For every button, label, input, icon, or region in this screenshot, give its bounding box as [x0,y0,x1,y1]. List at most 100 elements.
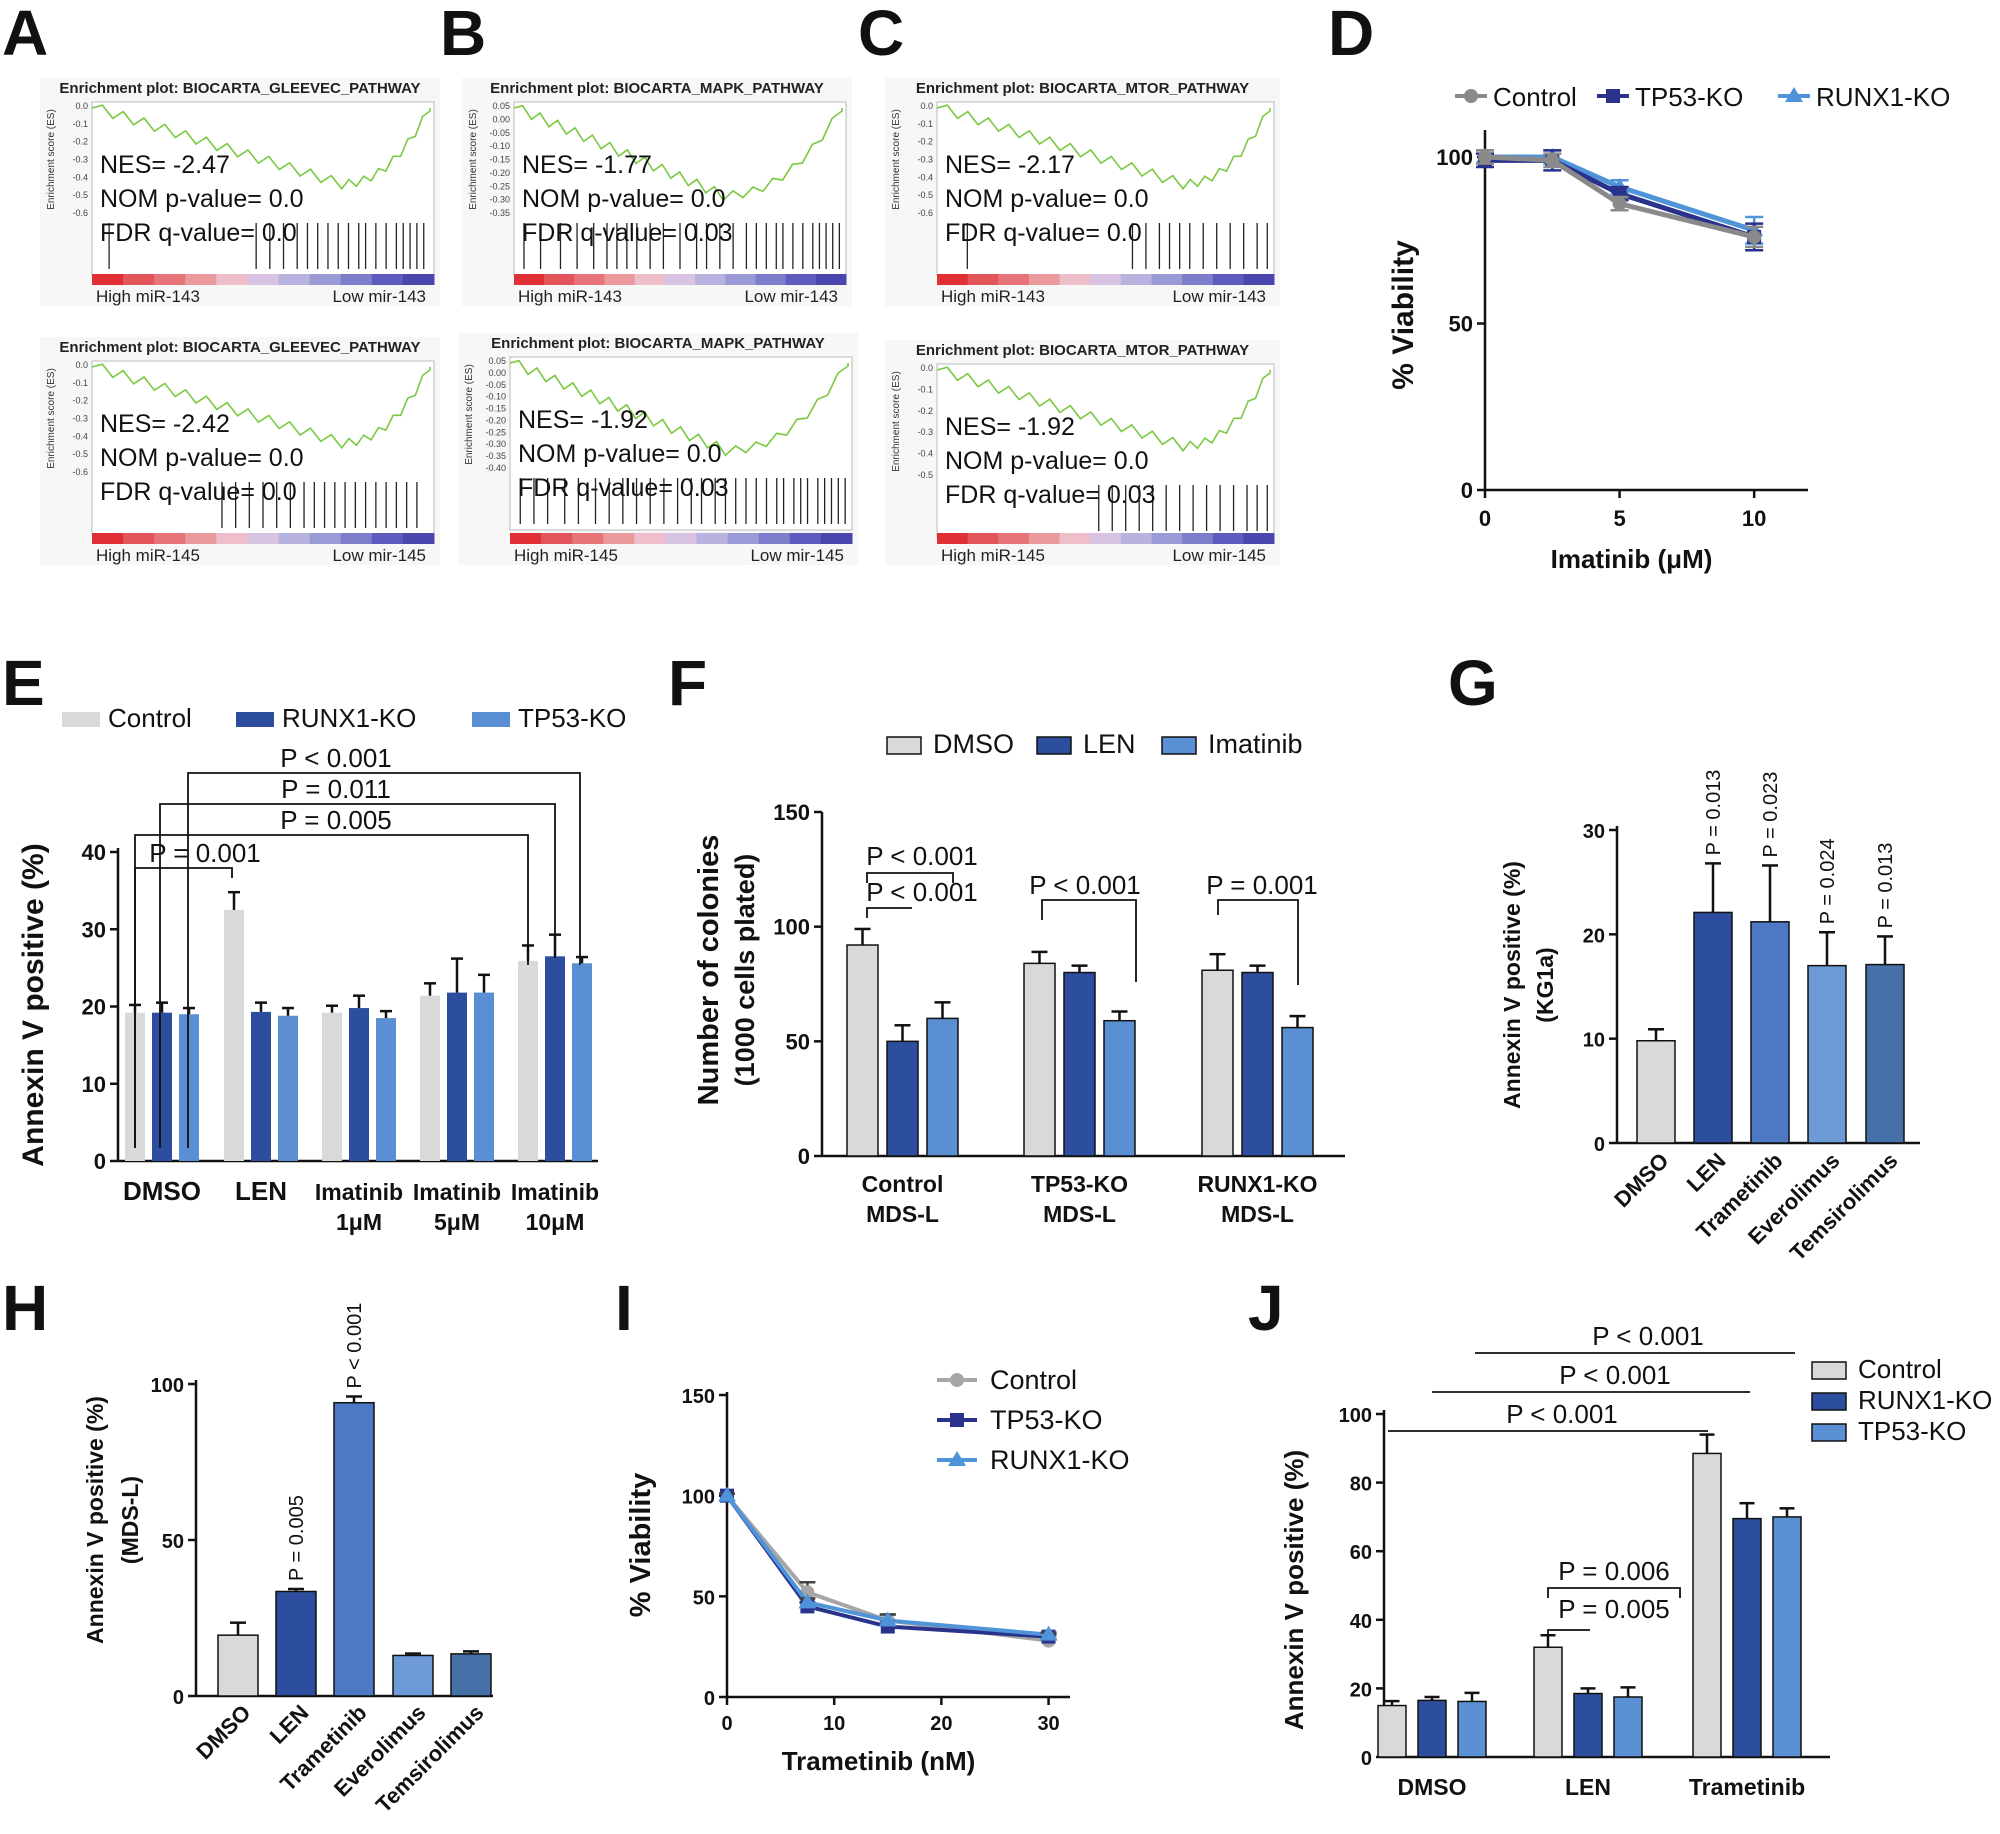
x-tick-label: Imatinib [511,1179,599,1205]
gsea-tick-label: 0.0 [920,363,933,373]
gsea-tick-label: -0.5 [917,190,933,200]
gsea-tick-label: -0.15 [485,404,506,414]
gsea-tick-label: 0.0 [75,360,88,370]
gsea-tick-label: -0.6 [72,208,88,218]
gsea-tick-label: -0.4 [917,172,933,182]
gsea-fdr-q: FDR q-value= 0.0 [100,478,297,506]
x-tick-label: 5μM [434,1209,480,1235]
bar [450,1653,492,1697]
series-line [1484,154,1755,240]
rank-heat-segment [340,533,373,544]
significance-bracket [134,834,529,1148]
gsea-tick-label: -0.1 [917,119,933,129]
rank-heat-segment [514,274,545,285]
rank-heat-segment [1212,274,1244,285]
y-tick-label: 20 [82,995,106,1020]
legend-swatch [236,712,274,727]
bar [1732,1517,1762,1758]
gsea-ylabel: Enrichment score (ES) [891,371,902,472]
chart-j-annexin-trametinib: 0 20 40 60 80 100 Annexin V positive (%) DMSO LE… [1279,1321,1992,1800]
legend-label: RUNX1-KO [1858,1385,1992,1415]
significance-bracket [1547,1629,1590,1640]
legend-label: RUNX1-KO [990,1445,1130,1475]
gsea-tick-label: -0.20 [485,415,506,425]
y-tick-label: 100 [773,915,810,940]
bar [1023,962,1056,1157]
y-tick-label: 0 [704,1688,715,1710]
y-axis-subtitle: (MDS-L) [117,1476,143,1564]
bar [1613,1696,1643,1758]
panel-label-g: G [1448,647,1498,719]
chart-h-annexin-mdsl: 0 50 100 Annexin V positive (%) (MDS-L) DMSO L… [82,1303,493,1818]
gsea-title: Enrichment plot: BIOCARTA_MTOR_PATHWAY [916,80,1249,97]
gsea-plot-area [936,101,1275,276]
gsea-nes: NES= -1.92 [518,406,648,434]
x-tick-label: 30 [1037,1713,1059,1735]
significance-bracket [1041,899,1137,982]
gsea-tick-label: -0.1 [72,378,88,388]
bar [179,1014,199,1161]
rank-heat-segment [820,533,853,544]
x-tick-label: Control [862,1171,944,1197]
x-tick-label: 5 [1613,506,1625,531]
bar [1807,964,1847,1144]
rank-heat-segment [541,533,573,544]
gsea-plot: Enrichment plot: BIOCARTA_MAPK_PATHWAY En… [462,78,852,306]
p-value-label: P = 0.001 [1206,870,1318,900]
rank-heat-segment [967,274,999,285]
bar [1636,1040,1676,1144]
gsea-tick-label: -0.15 [489,155,510,165]
rank-heat-segment [1059,274,1091,285]
y-axis-subtitle: (KG1a) [1532,947,1558,1022]
y-tick-label: 50 [162,1531,184,1553]
gsea-tick-label: -0.40 [485,463,506,473]
gsea-low-label: Low mir-145 [750,546,844,565]
rank-heat-segment [937,533,969,544]
es-curve [91,363,431,450]
x-tick-label: Imatinib [315,1179,403,1205]
significance-bracket [159,803,556,1148]
rank-heat-segment [154,274,186,285]
bar [1063,971,1096,1157]
p-value-label: P = 0.023 [1760,772,1782,858]
legend-swatch [62,712,100,727]
gsea-tick-label: -0.4 [72,172,88,182]
legend-swatch [1811,1423,1847,1442]
gsea-tick-label: 0.00 [492,114,510,124]
gsea-tick-label: 0.05 [492,101,510,111]
bar [572,963,592,1161]
p-value-label: P = 0.005 [286,1495,308,1581]
p-value-label: P = 0.006 [1558,1556,1670,1586]
rank-heat-segment [665,533,698,544]
y-tick-label: 0 [173,1687,184,1709]
gsea-high-label: High miR-145 [514,546,618,565]
gsea-plot: Enrichment plot: BIOCARTA_MTOR_PATHWAY En… [885,340,1280,565]
rank-heat-segment [998,274,1030,285]
data-point [718,1486,736,1502]
y-tick-label: 30 [82,917,106,942]
panel-label-f: F [668,647,707,719]
panel-label-e: E [2,647,45,719]
legend-label: RUNX1-KO [1816,82,1950,112]
gsea-tick-label: -0.20 [489,168,510,178]
y-tick-label: 40 [1350,1611,1372,1633]
es-curve [509,359,849,457]
y-axis-title: Annexin V positive (%) [17,843,50,1166]
p-value-label: P < 0.001 [866,877,978,907]
rank-heat-segment [92,274,124,285]
rank-heat-segment [1028,274,1061,285]
bar [1533,1646,1563,1758]
y-tick-label: 150 [682,1386,715,1408]
data-point [1785,87,1803,102]
gsea-tick-label: -0.3 [917,155,933,165]
rank-heat-segment [967,533,999,544]
gsea-high-label: High miR-143 [941,287,1045,306]
rank-heat-segment [92,533,124,544]
data-point [1606,89,1620,103]
legend-label: Imatinib [1208,729,1303,759]
gsea-tick-label: -0.2 [72,396,88,406]
bar [1692,1452,1722,1758]
rank-heat-segment [725,274,756,285]
x-tick-label: DMSO [123,1176,201,1206]
gsea-plot: Enrichment plot: BIOCARTA_GLEEVEC_PATHWA… [40,337,440,565]
